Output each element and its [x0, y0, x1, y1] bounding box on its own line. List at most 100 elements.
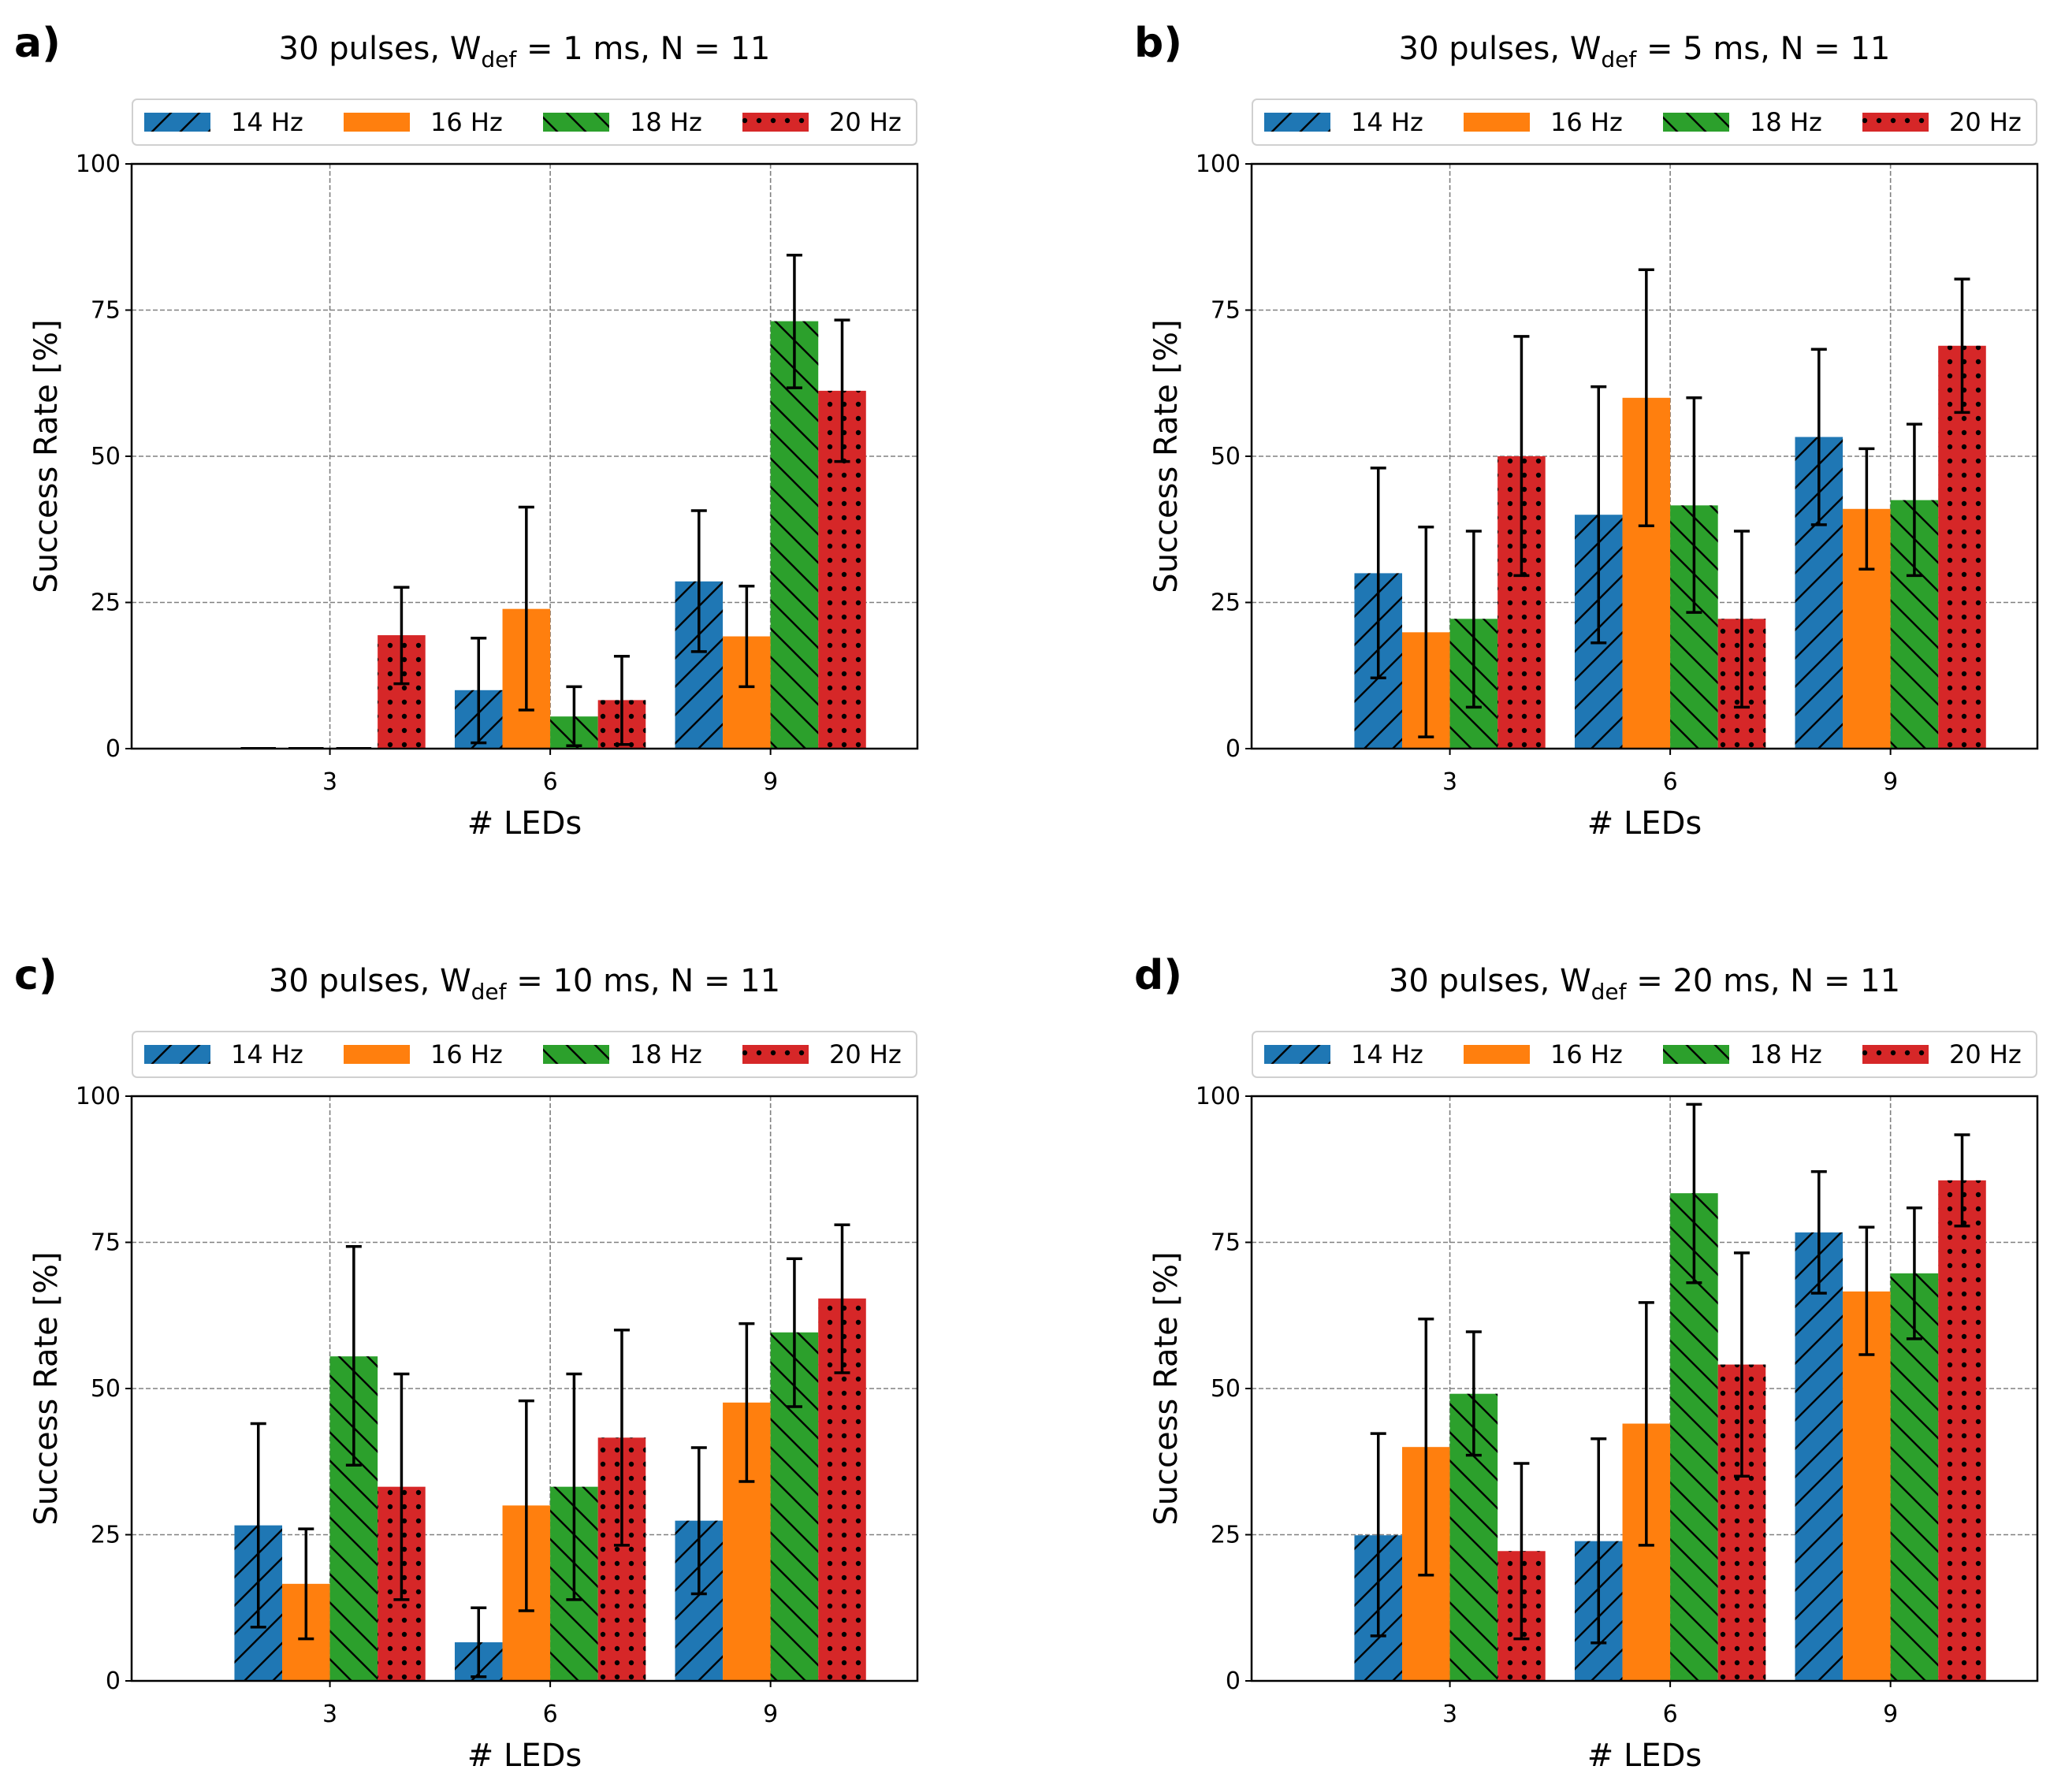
legend-label: 16 Hz — [430, 1039, 503, 1069]
legend-swatch-hatch — [144, 113, 210, 132]
legend-label: 20 Hz — [829, 107, 902, 137]
bar-hatch — [770, 321, 819, 749]
title-subscript: def — [1601, 46, 1637, 72]
title-subscript: def — [481, 46, 517, 72]
legend: 14 Hz 16 Hz 18 Hz 20 Hz — [132, 99, 917, 146]
x-axis-label: # LEDs — [467, 1738, 582, 1774]
legend: 14 Hz 16 Hz 18 Hz 20 Hz — [1252, 99, 2037, 146]
legend-label: 18 Hz — [630, 107, 702, 137]
title-subscript: def — [471, 979, 508, 1005]
y-tick-label: 50 — [1211, 443, 1241, 470]
y-tick-label: 50 — [91, 1375, 121, 1403]
panel-label: a) — [14, 20, 61, 67]
panel-label: c) — [14, 952, 58, 999]
legend-label: 18 Hz — [1750, 1039, 1822, 1069]
legend-label: 14 Hz — [1351, 107, 1423, 137]
title-prefix: 30 pulses, W — [279, 31, 482, 67]
legend-box — [132, 1031, 917, 1078]
legend-swatch-hatch — [742, 1045, 809, 1064]
y-axis-label: Success Rate [%] — [28, 319, 65, 593]
y-tick-label: 50 — [91, 443, 121, 470]
chart-title: 30 pulses, Wdef = 10 ms, N = 11 — [269, 963, 780, 1005]
x-tick-label: 6 — [1663, 1701, 1678, 1728]
legend-swatch-hatch — [144, 1045, 210, 1064]
y-axis-label: Success Rate [%] — [28, 1251, 65, 1525]
legend-swatch-hatch — [543, 1045, 609, 1064]
x-tick-label: 3 — [1442, 1701, 1457, 1728]
x-tick-label: 6 — [543, 1701, 558, 1728]
x-axis-label: # LEDs — [1587, 1738, 1702, 1774]
legend-label: 18 Hz — [1750, 107, 1822, 137]
bar-hatch — [1890, 1273, 1939, 1681]
bar — [1843, 1291, 1891, 1681]
legend-swatch-hatch — [1862, 1045, 1929, 1064]
x-tick-label: 6 — [543, 768, 558, 796]
y-tick-label: 75 — [91, 297, 121, 325]
x-tick-label: 3 — [322, 768, 337, 796]
legend-swatch-hatch — [742, 113, 809, 132]
y-tick-label: 50 — [1211, 1375, 1241, 1403]
title-prefix: 30 pulses, W — [269, 963, 471, 999]
legend-swatch — [1464, 1045, 1530, 1064]
y-tick-label: 0 — [106, 1667, 121, 1695]
y-tick-label: 100 — [76, 1083, 121, 1110]
legend-swatch-hatch — [1264, 1045, 1330, 1064]
legend-label: 20 Hz — [829, 1039, 902, 1069]
legend-box — [132, 99, 917, 146]
y-tick-label: 25 — [91, 589, 121, 617]
legend: 14 Hz 16 Hz 18 Hz 20 Hz — [1252, 1031, 2037, 1078]
x-axis-label: # LEDs — [467, 805, 582, 842]
y-tick-label: 25 — [1211, 589, 1241, 617]
bar-hatch — [1938, 1180, 1986, 1681]
y-tick-label: 100 — [76, 151, 121, 178]
legend-swatch — [344, 1045, 410, 1064]
y-axis-label: Success Rate [%] — [1148, 1251, 1185, 1525]
legend: 14 Hz 16 Hz 18 Hz 20 Hz — [132, 1031, 917, 1078]
x-tick-label: 9 — [1883, 1701, 1898, 1728]
chart-panel-c: c) 30 pulses, Wdef = 10 ms, N = 11 14 Hz 16… — [14, 952, 919, 1774]
title-suffix: = 1 ms, N = 11 — [516, 31, 770, 67]
y-tick-label: 75 — [1211, 297, 1241, 325]
legend-swatch-hatch — [1663, 113, 1729, 132]
legend-box — [1252, 99, 2037, 146]
x-tick-label: 3 — [1442, 768, 1457, 796]
legend-swatch — [1464, 113, 1530, 132]
panel-label: b) — [1134, 20, 1182, 67]
y-tick-label: 100 — [1196, 151, 1241, 178]
y-tick-label: 0 — [1226, 735, 1241, 763]
legend-swatch-hatch — [543, 113, 609, 132]
legend-swatch-hatch — [1264, 113, 1330, 132]
title-prefix: 30 pulses, W — [1389, 963, 1591, 999]
x-tick-label: 6 — [1663, 768, 1678, 796]
y-tick-label: 0 — [1226, 1667, 1241, 1695]
legend-label: 14 Hz — [1351, 1039, 1423, 1069]
x-tick-label: 9 — [763, 1701, 778, 1728]
chart-title: 30 pulses, Wdef = 20 ms, N = 11 — [1389, 963, 1900, 1005]
legend-swatch — [344, 113, 410, 132]
title-subscript: def — [1591, 979, 1628, 1005]
panel-label: d) — [1134, 952, 1182, 999]
legend-swatch-hatch — [1862, 113, 1929, 132]
title-suffix: = 20 ms, N = 11 — [1627, 963, 1901, 999]
bar-hatch — [1795, 1232, 1844, 1681]
title-prefix: 30 pulses, W — [1399, 31, 1602, 67]
legend-swatch-hatch — [1663, 1045, 1729, 1064]
legend-label: 16 Hz — [1550, 107, 1623, 137]
chart-panel-a: a) 30 pulses, Wdef = 1 ms, N = 11 14 Hz 16 … — [14, 20, 919, 842]
y-tick-label: 0 — [106, 735, 121, 763]
legend-label: 18 Hz — [630, 1039, 702, 1069]
x-tick-label: 9 — [1883, 768, 1898, 796]
chart-title: 30 pulses, Wdef = 5 ms, N = 11 — [1399, 31, 1891, 72]
chart-panel-b: b) 30 pulses, Wdef = 5 ms, N = 11 14 Hz 16 … — [1134, 20, 2039, 842]
legend-label: 16 Hz — [1550, 1039, 1623, 1069]
title-suffix: = 10 ms, N = 11 — [507, 963, 781, 999]
x-tick-label: 3 — [322, 1701, 337, 1728]
y-tick-label: 25 — [91, 1522, 121, 1549]
x-tick-label: 9 — [763, 768, 778, 796]
x-axis-label: # LEDs — [1587, 805, 1702, 842]
legend-label: 20 Hz — [1949, 1039, 2022, 1069]
legend-box — [1252, 1031, 2037, 1078]
legend-label: 20 Hz — [1949, 107, 2022, 137]
y-tick-label: 75 — [91, 1229, 121, 1257]
